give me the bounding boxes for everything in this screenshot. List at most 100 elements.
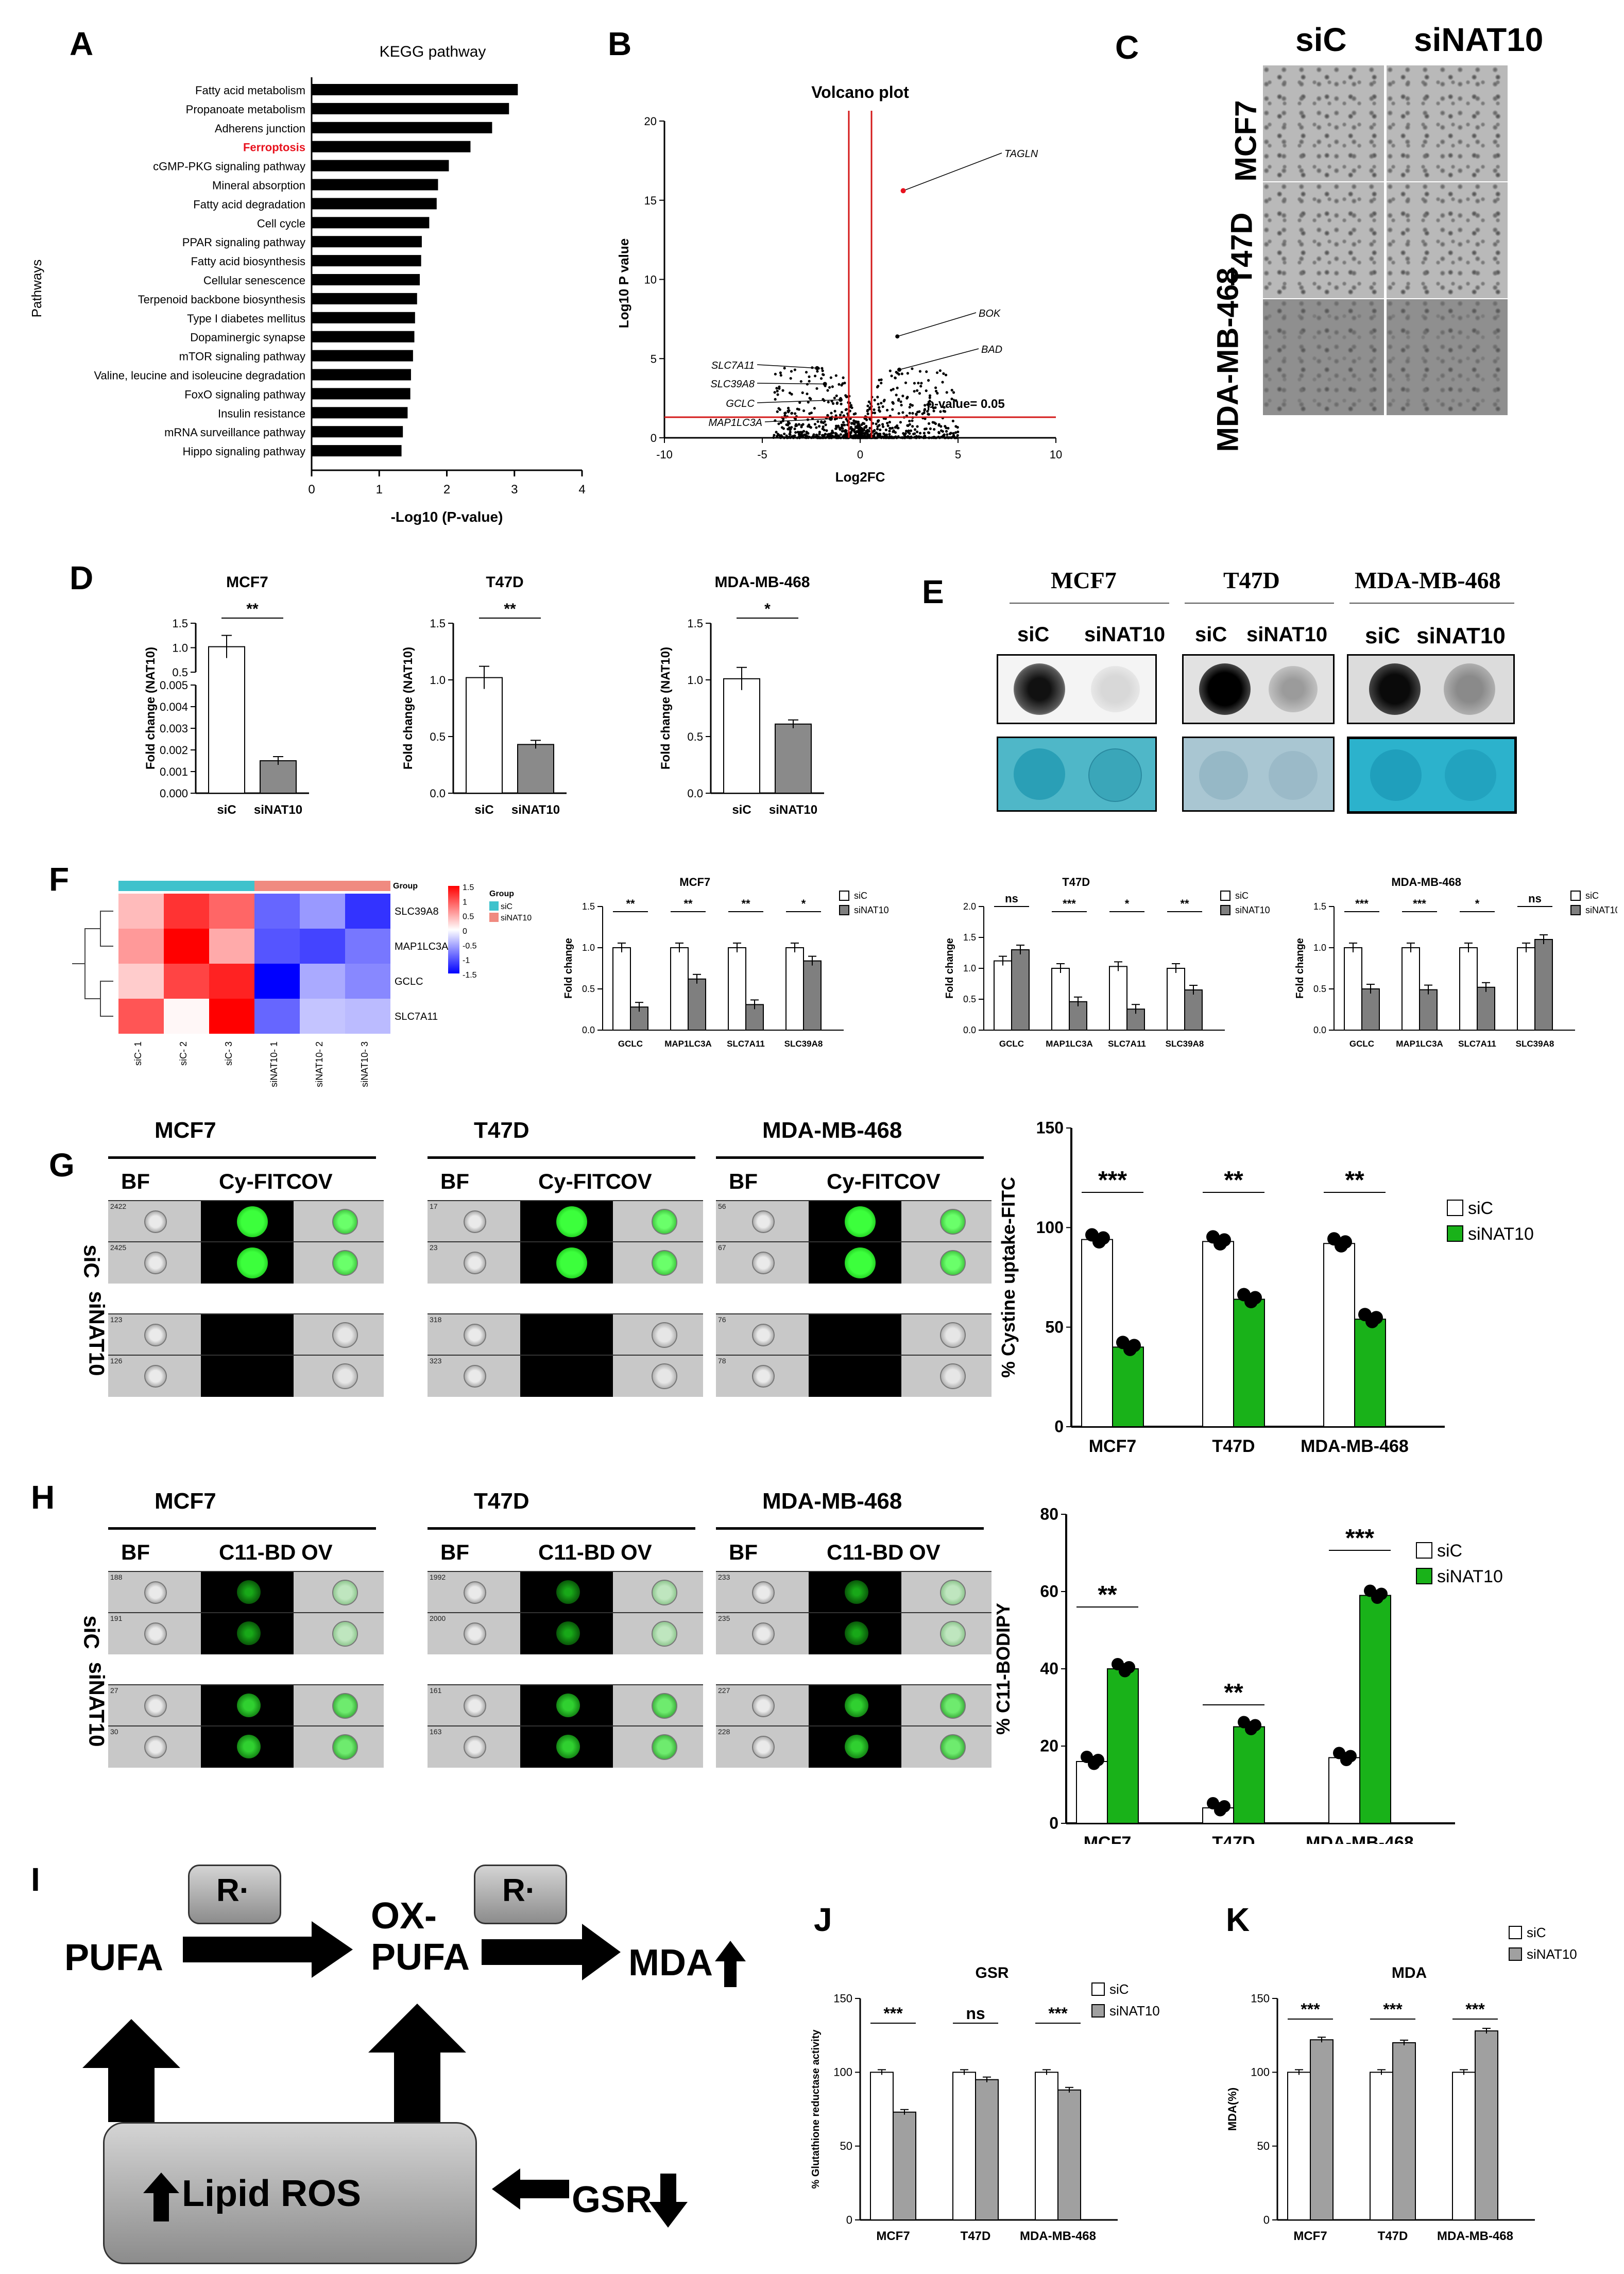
b-point [865,418,868,421]
b-point [888,430,891,433]
panel-label-d: D [70,559,94,596]
b-point [916,389,919,392]
b-point [911,412,914,415]
x-category: T47D [1378,2229,1408,2243]
cell-image-row: 123 [108,1313,384,1356]
b-point [880,402,883,405]
b-point [918,432,922,435]
a-category-label: Propanoate metabolism [186,103,305,116]
b-point [948,436,951,439]
d-y-tick: 0.003 [160,722,188,735]
data-dot [1344,1750,1357,1763]
x-category: SLC7A11 [1458,1039,1496,1049]
x-category: T47D [1212,1437,1255,1452]
f-legend-text: siC [501,902,512,911]
b-point [854,412,857,415]
b-point [897,412,900,415]
b-point [951,419,954,423]
y-tick: 60 [1040,1582,1058,1601]
line-underline [108,1527,376,1530]
b-point [901,395,904,398]
f-heat-cell [300,894,345,929]
chart-title: MCF7 [679,876,710,888]
e-underline-3 [1349,603,1514,604]
d-y-tick: 1.5 [687,617,703,630]
b-point [909,429,913,432]
legend-label: siC [1109,1981,1129,1997]
b-point [930,436,933,439]
panel-label-c: C [1115,29,1139,66]
bar-1 [1359,1595,1391,1824]
b-point [889,427,892,430]
b-point [891,401,894,404]
cell-image-row: 78 [716,1355,992,1397]
arrow-oxpufa-to-mda [482,1924,621,1980]
b-point [917,435,920,438]
d-category: siNAT10 [769,803,817,817]
b-point [811,436,814,439]
b-point [929,403,932,406]
channel-label: BF [440,1540,469,1564]
y-tick: 0.0 [582,1025,595,1035]
b-point [815,426,818,429]
f-heat-cell [118,929,164,964]
bar-0 [728,947,746,1031]
channel-label: BF [440,1169,469,1193]
b-point [934,389,938,393]
legend-swatch [1509,1926,1522,1939]
f-scale-tick: 1.5 [463,883,474,892]
b-point [941,430,944,433]
a-x-tick: 1 [376,483,383,497]
significance: ** [683,897,693,910]
a-category-label: PPAR signaling pathway [182,236,305,249]
b-point [876,428,879,431]
channel-label: OV [621,1540,652,1564]
a-category-label: mTOR signaling pathway [179,350,305,363]
bar-1 [688,978,706,1031]
radical-box-1: R· [188,1865,281,1924]
col-label-sinat10: siNAT10 [1414,21,1544,58]
b-point [891,408,894,411]
cell-image-row: 161 [428,1684,703,1726]
b-point [844,394,847,397]
b-point [925,370,928,373]
b-point [937,431,941,435]
b-point [776,393,779,396]
cell-image-row: 2422 [108,1200,384,1242]
bar-1 [975,2079,999,2220]
cell-id: 318 [430,1315,442,1324]
b-point [824,433,827,436]
b-point [813,407,816,410]
f-heat-cell [254,894,300,929]
b-point [818,436,822,439]
b-point [942,372,945,375]
legend-swatch [1416,1568,1432,1584]
x-category: T47D [1212,1833,1255,1844]
b-point [778,387,781,390]
cell-id: 76 [718,1315,726,1324]
b-point [794,412,797,415]
b-point [945,391,948,394]
b-point [861,429,864,433]
cell-id: 235 [718,1614,730,1622]
cell-image-row: 30 [108,1725,384,1768]
b-point [773,434,776,437]
bar-1 [1112,1346,1144,1428]
b-point [923,409,926,412]
b-point [808,397,811,400]
panel-h-images: MCF7 BF C11-BD OV 188 191 27 30 T47D BF C11-BD OV 19… [77,1489,992,1777]
a-bar [312,141,471,152]
significance: ** [741,897,750,910]
b-point [954,431,958,434]
f-gene-label: GCLC [395,976,423,987]
legend-label: siNAT10 [1527,1946,1577,1962]
b-point [783,432,786,436]
b-point [784,412,787,415]
b-point [821,427,824,431]
bar-1 [1011,949,1030,1031]
b-point [816,420,819,423]
f-sample-label: siC- 2 [178,1041,189,1066]
b-point [790,435,793,438]
b-annotated-point [900,188,906,194]
a-category-label: mRNA surveillance pathway [164,426,305,439]
